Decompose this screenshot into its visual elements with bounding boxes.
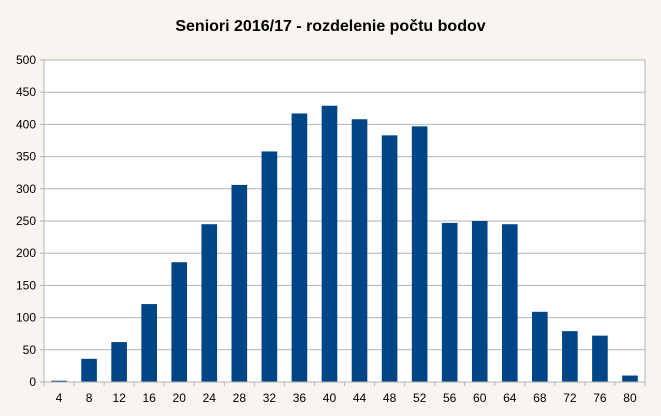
x-tick-label: 44 xyxy=(353,391,367,405)
bar xyxy=(381,135,398,382)
x-tick-label: 56 xyxy=(443,391,457,405)
bar xyxy=(501,224,518,382)
bar xyxy=(111,342,127,382)
x-tick-label: 4 xyxy=(56,391,63,405)
x-tick-label: 60 xyxy=(473,391,487,405)
x-tick-label: 28 xyxy=(233,391,247,405)
bar xyxy=(441,222,458,382)
bar xyxy=(291,113,308,383)
bar xyxy=(51,380,67,382)
x-tick-label: 32 xyxy=(263,391,277,405)
bar xyxy=(562,331,578,382)
bar xyxy=(261,151,278,382)
x-tick-label: 36 xyxy=(293,391,307,405)
bar xyxy=(592,335,608,382)
x-tick-label: 40 xyxy=(323,391,337,405)
y-tick-label: 200 xyxy=(16,246,36,260)
x-tick-label: 8 xyxy=(86,391,93,405)
bar xyxy=(622,375,638,382)
y-tick-label: 500 xyxy=(16,53,36,67)
y-tick-label: 150 xyxy=(16,278,36,292)
y-tick-label: 400 xyxy=(16,117,36,131)
y-tick-label: 350 xyxy=(16,150,36,164)
y-tick-label: 250 xyxy=(16,214,36,228)
x-tick-label: 16 xyxy=(142,391,156,405)
chart-title: Seniori 2016/17 - rozdelenie počtu bodov xyxy=(175,18,486,35)
bar xyxy=(81,358,97,382)
x-tick-label: 64 xyxy=(503,391,517,405)
x-tick-label: 72 xyxy=(563,391,577,405)
bar xyxy=(231,184,248,382)
y-tick-label: 0 xyxy=(29,375,36,389)
x-tick-label: 76 xyxy=(593,391,607,405)
y-tick-label: 450 xyxy=(16,85,36,99)
x-tick-label: 68 xyxy=(533,391,547,405)
bar xyxy=(141,304,157,382)
bar xyxy=(411,126,428,382)
bar xyxy=(351,119,368,383)
x-tick-label: 48 xyxy=(383,391,397,405)
y-tick-label: 50 xyxy=(23,343,37,357)
x-tick-label: 20 xyxy=(173,391,187,405)
x-tick-label: 12 xyxy=(112,391,126,405)
bar xyxy=(321,105,338,382)
x-tick-label: 52 xyxy=(413,391,427,405)
y-tick-label: 300 xyxy=(16,182,36,196)
bar xyxy=(201,224,218,382)
x-tick-label: 80 xyxy=(623,391,637,405)
bar xyxy=(471,221,488,382)
x-tick-label: 24 xyxy=(203,391,217,405)
bar xyxy=(171,262,188,382)
bar xyxy=(532,311,548,382)
y-tick-label: 100 xyxy=(16,311,36,325)
